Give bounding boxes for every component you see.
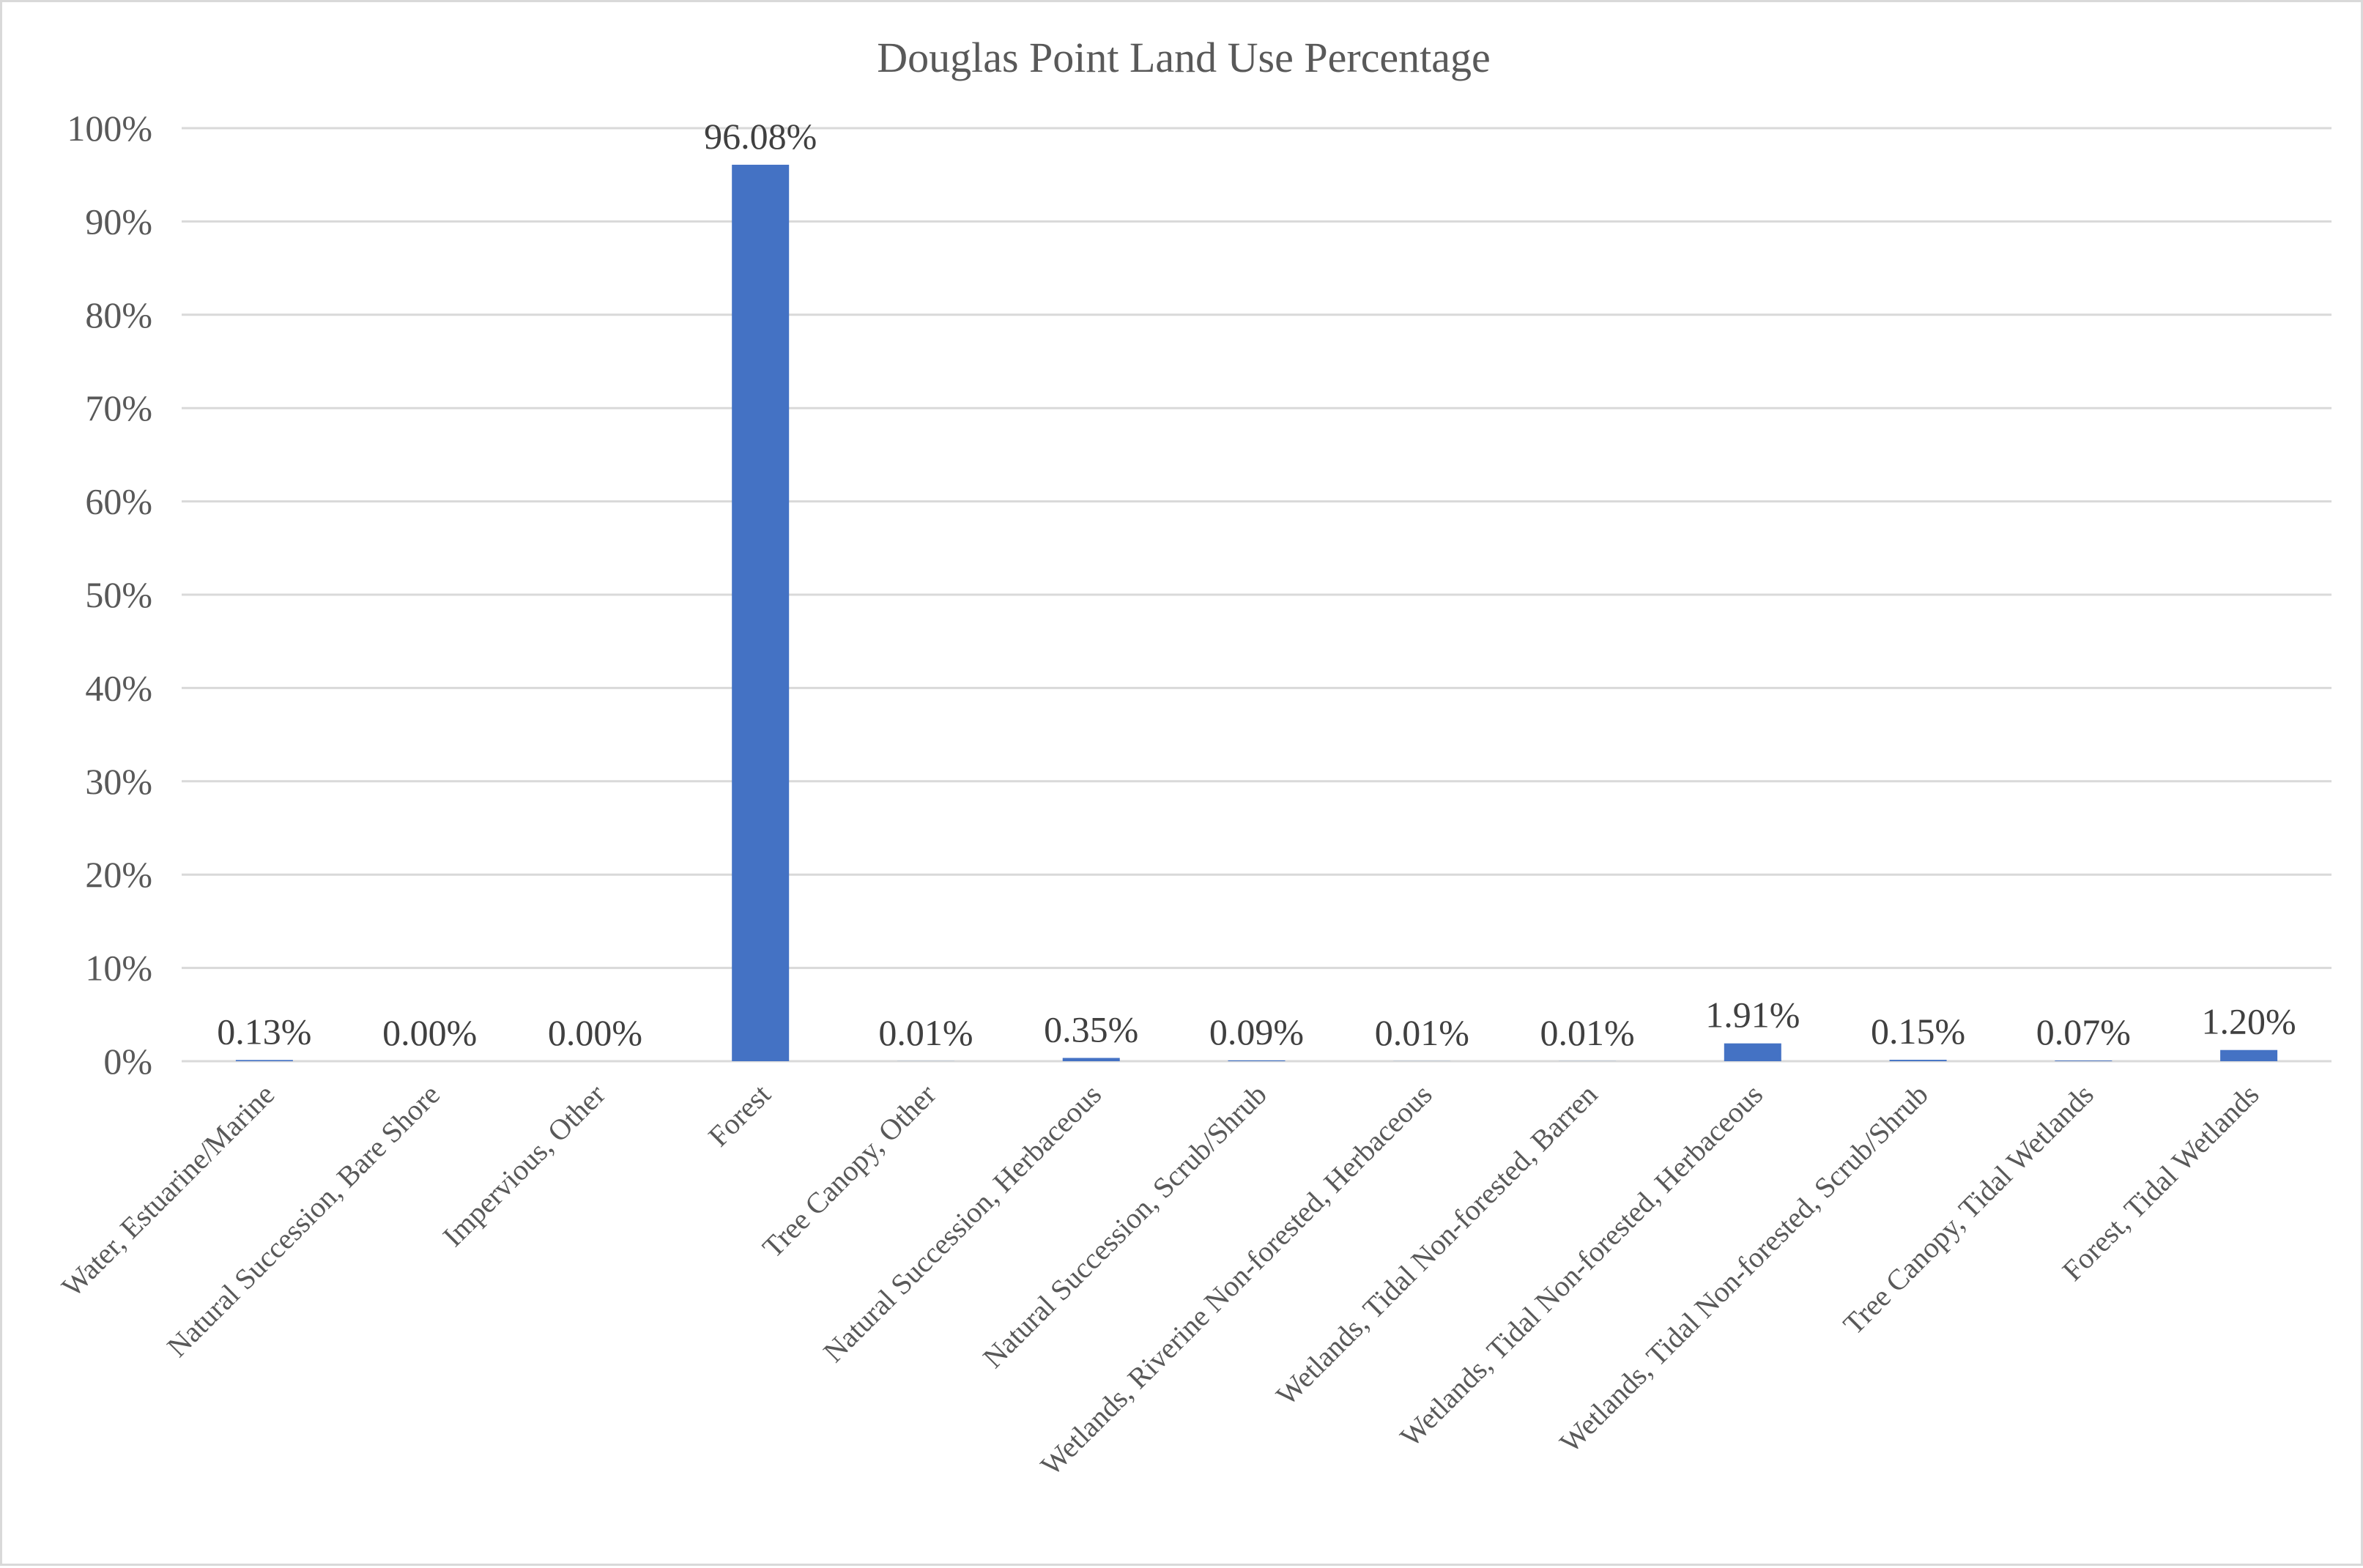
x-tick-label: Natural Succession, Herbaceous (817, 1078, 1108, 1369)
data-label: 0.07% (2036, 1011, 2131, 1052)
y-axis-ticks: 0% 10% 20% 30% 40% 50% 60% 70% 80% 90% 100% (67, 108, 152, 1082)
x-tick-label: Tree Canopy, Other (756, 1078, 942, 1264)
y-tick-label: 100% (67, 108, 152, 149)
data-labels: 0.13% 0.00% 0.00% 96.08% 0.01% 0.35% 0.09% 0.01… (217, 116, 2296, 1053)
bar (1890, 1060, 1947, 1061)
bar (1063, 1058, 1120, 1061)
y-tick-label: 50% (85, 574, 152, 615)
gridlines (182, 128, 2332, 1061)
y-tick-label: 70% (85, 387, 152, 428)
x-tick-label: Natural Succession, Bare Shore (160, 1078, 446, 1364)
data-label: 96.08% (704, 116, 817, 157)
x-tick-label: Forest (702, 1078, 777, 1153)
bar (1724, 1044, 1781, 1061)
data-label: 0.01% (1540, 1012, 1634, 1053)
data-label: 0.15% (1871, 1011, 1965, 1052)
bar (1228, 1060, 1286, 1061)
data-label: 1.20% (2202, 1001, 2296, 1042)
data-label: 0.35% (1044, 1009, 1138, 1050)
y-tick-label: 20% (85, 854, 152, 895)
y-tick-label: 90% (85, 201, 152, 242)
data-label: 0.13% (217, 1011, 311, 1052)
x-tick-label: Wetlands, Tidal Non-forested, Barren (1269, 1078, 1603, 1412)
y-tick-label: 80% (85, 294, 152, 335)
y-tick-label: 0% (103, 1041, 152, 1082)
bars (236, 165, 2277, 1061)
bar (2220, 1050, 2277, 1061)
y-tick-label: 60% (85, 481, 152, 522)
data-label: 0.09% (1209, 1011, 1304, 1052)
x-tick-label: Natural Succession, Scrub/Shrub (976, 1078, 1273, 1375)
x-tick-label: Wetlands, Tidal Non-forested, Scrub/Shru… (1553, 1078, 1934, 1460)
data-label: 0.01% (1375, 1012, 1469, 1053)
bar (236, 1060, 293, 1061)
data-label: 0.00% (548, 1012, 642, 1053)
x-tick-label: Wetlands, Tidal Non-forested, Herbaceous (1394, 1078, 1770, 1454)
data-label: 0.01% (878, 1012, 973, 1053)
y-tick-label: 40% (85, 667, 152, 708)
bar (732, 165, 789, 1061)
y-tick-label: 10% (85, 948, 152, 989)
data-label: 1.91% (1705, 995, 1800, 1036)
data-label: 0.00% (382, 1012, 477, 1053)
chart-title: Douglas Point Land Use Percentage (877, 34, 1491, 81)
y-tick-label: 30% (85, 761, 152, 802)
x-tick-label: Impervious, Other (437, 1078, 612, 1253)
bar (2055, 1060, 2112, 1061)
